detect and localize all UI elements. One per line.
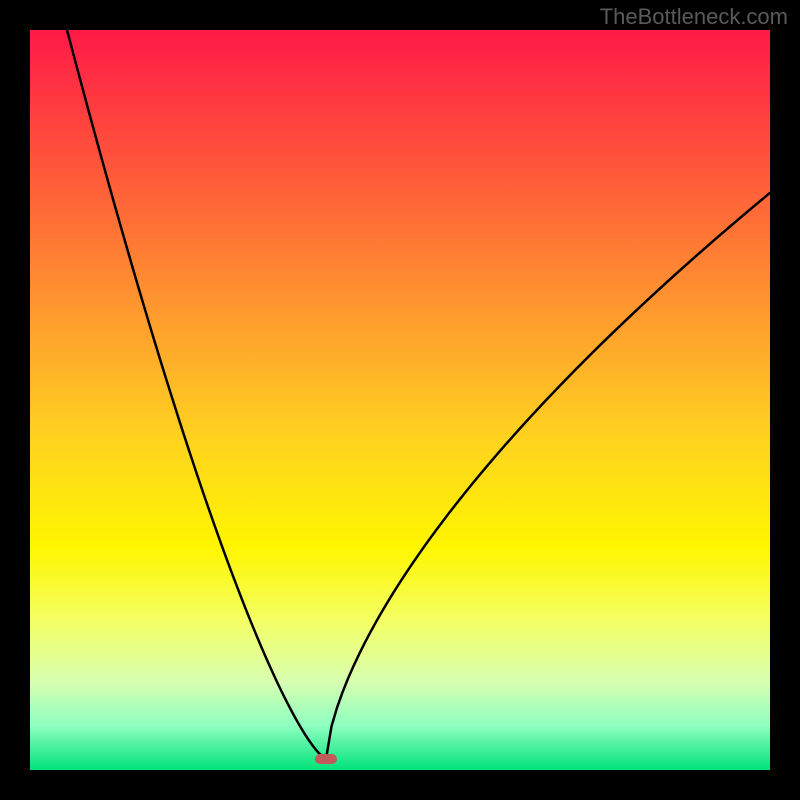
chart-frame: TheBottleneck.com [0,0,800,800]
watermark-text: TheBottleneck.com [600,4,788,30]
plot-area [30,30,770,770]
curve-path [67,30,770,759]
optimum-marker [315,754,337,764]
bottleneck-curve [30,30,770,770]
